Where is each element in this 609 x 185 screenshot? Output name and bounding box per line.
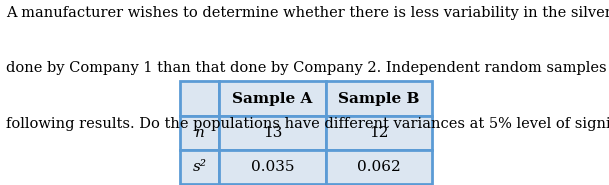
Text: Sample A: Sample A xyxy=(233,92,312,105)
Text: done by Company 1 than that done by Company 2. Independent random samples yield : done by Company 1 than that done by Comp… xyxy=(6,61,609,75)
Bar xyxy=(326,81,432,116)
Text: following results. Do the populations have different variances at 5% level of si: following results. Do the populations ha… xyxy=(6,117,609,131)
Text: n: n xyxy=(194,126,205,140)
Bar xyxy=(219,116,326,150)
Bar xyxy=(219,81,326,116)
Text: 0.062: 0.062 xyxy=(357,160,401,174)
Text: 13: 13 xyxy=(263,126,282,140)
Bar xyxy=(180,150,219,184)
Bar xyxy=(180,81,219,116)
Bar xyxy=(180,116,219,150)
Text: 0.035: 0.035 xyxy=(251,160,294,174)
Text: 12: 12 xyxy=(369,126,389,140)
Bar xyxy=(326,150,432,184)
Text: s²: s² xyxy=(192,160,206,174)
Bar xyxy=(219,150,326,184)
Text: A manufacturer wishes to determine whether there is less variability in the silv: A manufacturer wishes to determine wheth… xyxy=(6,6,609,20)
Text: Sample B: Sample B xyxy=(339,92,420,105)
Bar xyxy=(326,116,432,150)
